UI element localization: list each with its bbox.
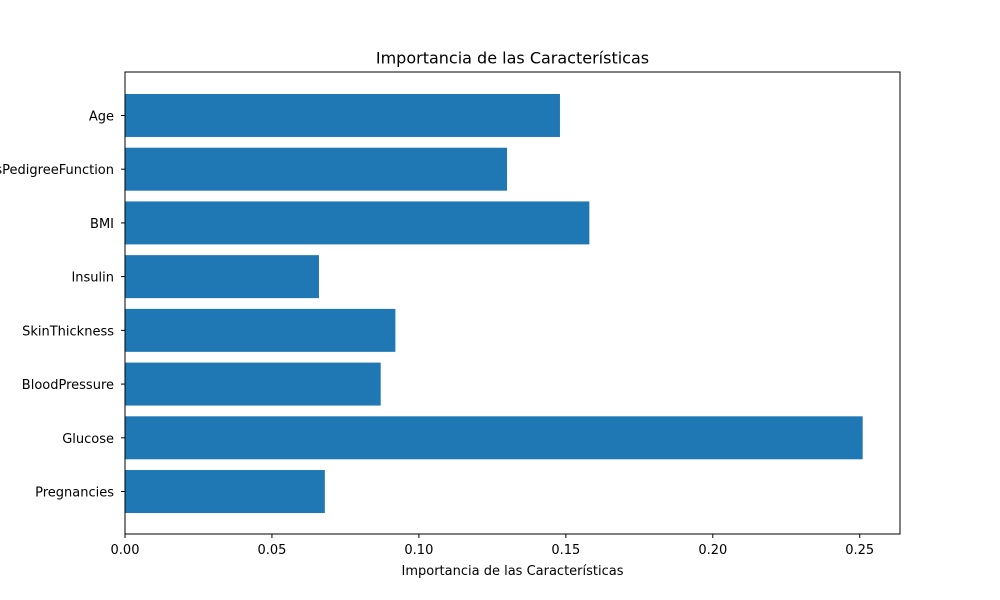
bars-group [125, 93, 863, 514]
chart-title: Importancia de las Características [376, 49, 649, 68]
y-tick-label-bmi: BMI [90, 217, 114, 232]
bar-age [125, 93, 560, 137]
bar-insulin [125, 255, 319, 299]
bar-pregnancies [125, 470, 325, 514]
plot-frame [124, 71, 901, 535]
x-tick-label-5: 0.25 [845, 543, 874, 558]
bar-diabetespedigreefunction [125, 147, 508, 191]
y-tick-label-skinthickness: SkinThickness [22, 324, 114, 339]
bar-bloodpressure [125, 362, 381, 406]
y-tick-label-diabetespedigreefunction: DiabetesPedigreeFunction [0, 163, 114, 178]
x-tick-label-4: 0.20 [698, 543, 727, 558]
x-tick-label-0: 0.00 [111, 543, 140, 558]
x-tick-label-2: 0.10 [404, 543, 433, 558]
x-tick-label-3: 0.15 [551, 543, 580, 558]
x-tick-label-1: 0.05 [257, 543, 286, 558]
bar-bmi [125, 201, 590, 245]
y-tick-label-pregnancies: Pregnancies [35, 486, 114, 501]
bar-skinthickness [125, 308, 396, 352]
x-axis-label: Importancia de las Características [402, 564, 624, 579]
x-axis-ticks: 0.00 0.05 0.10 0.15 0.20 0.25 [111, 534, 874, 558]
y-tick-label-glucose: Glucose [62, 432, 114, 447]
y-tick-label-age: Age [89, 109, 114, 124]
y-tick-label-bloodpressure: BloodPressure [22, 378, 114, 393]
y-axis-ticks: Pregnancies Glucose BloodPressure SkinThick… [0, 109, 125, 501]
y-tick-label-insulin: Insulin [71, 271, 114, 286]
bar-glucose [125, 416, 863, 460]
